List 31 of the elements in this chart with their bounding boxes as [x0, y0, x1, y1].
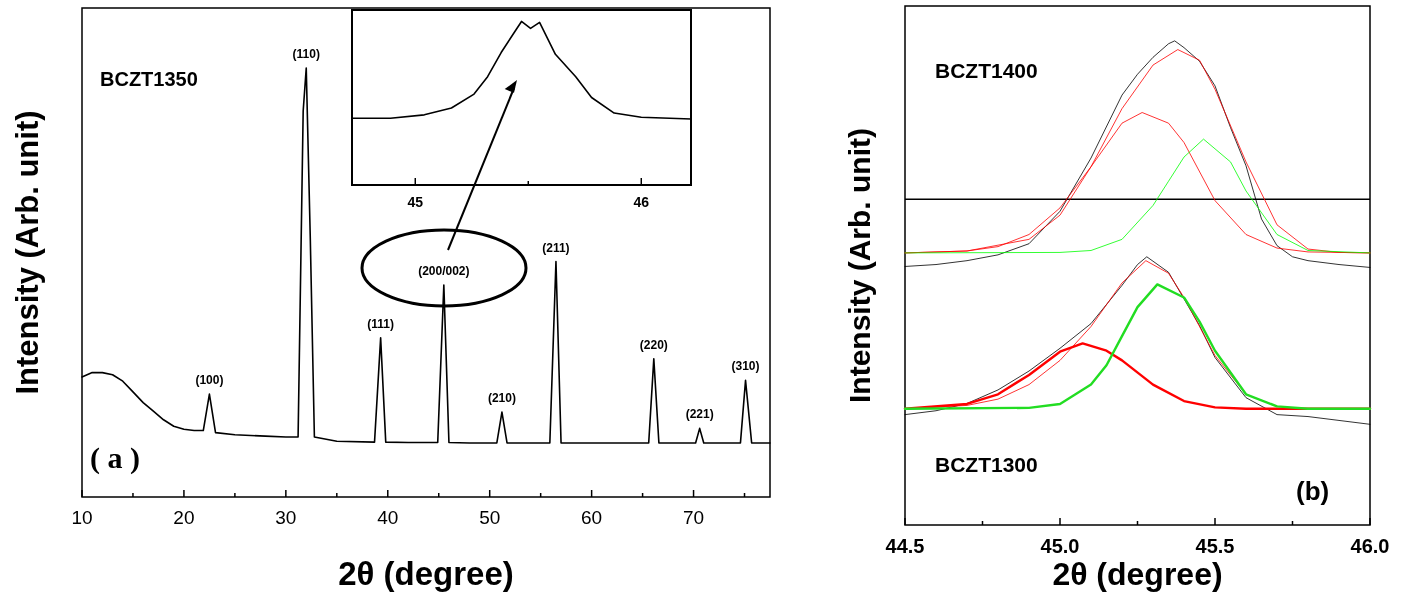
annotation: (111)	[367, 316, 394, 331]
x-tick-label: 40	[377, 507, 399, 528]
x-tick-label: 45	[407, 194, 424, 210]
annotation: (211)	[542, 240, 570, 255]
annotation: (200/002)	[418, 264, 470, 279]
x-tick-label: 44.5	[885, 535, 925, 557]
annotation: (100)	[195, 373, 224, 388]
annotation: BCZT1300	[935, 453, 1038, 476]
x-tick-label: 46.0	[1350, 535, 1390, 557]
x-tick-label: 20	[173, 507, 195, 528]
annotation: (221)	[685, 407, 714, 422]
annotation: BCZT1350	[100, 68, 198, 90]
y-axis-title: Intensity (Arb. unit)	[843, 128, 876, 403]
x-axis-title: 2θ (degree)	[338, 555, 514, 592]
x-tick-label: 10	[71, 507, 93, 528]
annotation: (110)	[292, 47, 320, 62]
x-tick-label: 45.0	[1040, 535, 1080, 557]
annotation: BCZT1400	[935, 59, 1038, 82]
x-tick-label: 30	[275, 507, 297, 528]
x-tick-label: 45.5	[1195, 535, 1235, 557]
y-axis-title: Intensity (Arb. unit)	[10, 110, 45, 395]
x-axis-title: 2θ (degree)	[1052, 556, 1223, 592]
x-tick-label: 46	[633, 194, 650, 210]
x-tick-label: 70	[682, 507, 705, 528]
x-tick-label: 60	[581, 507, 603, 528]
annotation: (310)	[731, 359, 760, 374]
x-tick-label: 50	[479, 507, 501, 528]
annotation: ( a )	[90, 441, 140, 475]
annotation: (220)	[639, 337, 668, 352]
annotation: (b)	[1296, 476, 1330, 506]
annotation: (210)	[487, 391, 516, 406]
